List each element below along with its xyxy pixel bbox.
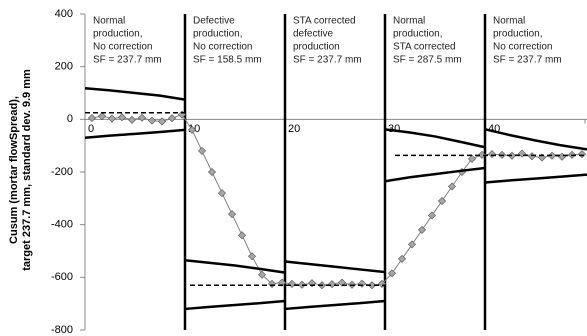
data-point <box>437 196 447 205</box>
y-tick-label: 400 <box>55 8 73 20</box>
section-note: STA corrected <box>393 42 456 53</box>
data-point <box>157 117 167 126</box>
thick-line <box>384 166 486 183</box>
data-point <box>97 112 107 121</box>
thick-line <box>284 299 386 311</box>
data-point <box>407 240 417 249</box>
section-note: SF = 237.7 mm <box>493 55 562 66</box>
thick-line <box>384 128 486 149</box>
section-note: SF = 287.5 mm <box>393 55 462 66</box>
data-point <box>397 254 407 263</box>
data-point <box>487 150 497 159</box>
data-point <box>477 150 487 159</box>
y-tick-label: -200 <box>51 166 73 178</box>
data-point <box>517 149 527 158</box>
thick-line <box>184 299 286 311</box>
thick-line <box>84 87 186 101</box>
data-point <box>337 278 347 287</box>
data-point <box>207 167 217 177</box>
data-point <box>467 154 477 163</box>
thick-line <box>184 258 286 274</box>
section-note: production, <box>493 29 542 40</box>
x-tick-label: 20 <box>288 123 300 135</box>
data-point <box>167 114 177 123</box>
section-note: No correction <box>493 42 552 53</box>
section-note: Defective <box>193 16 235 27</box>
data-point <box>357 279 367 288</box>
section-note: SF = 158.5 mm <box>193 55 262 66</box>
y-tick-label: -600 <box>51 271 73 283</box>
section-note: production <box>293 42 340 53</box>
y-axis-title-line: Cusum (mortar flowSpread), <box>8 96 20 244</box>
thick-line <box>84 128 186 140</box>
section-note: No correction <box>93 42 152 53</box>
data-point <box>247 252 257 261</box>
data-point <box>117 113 127 122</box>
data-point <box>577 150 587 159</box>
data-point <box>197 146 207 155</box>
data-point <box>307 279 317 288</box>
thick-line <box>484 173 587 184</box>
data-point <box>367 281 377 290</box>
data-point <box>147 116 157 125</box>
data-point <box>127 115 137 124</box>
data-point <box>277 278 287 287</box>
section-note: STA corrected <box>293 16 356 27</box>
section-note: production, <box>393 29 442 40</box>
data-point <box>217 189 227 198</box>
data-point <box>107 114 117 123</box>
section-note: Normal <box>393 16 425 27</box>
data-point <box>267 279 277 288</box>
y-tick-label: -400 <box>51 219 73 231</box>
x-tick-label: 0 <box>88 123 94 135</box>
section-note: SF = 237.7 mm <box>293 55 362 66</box>
section-note: production, <box>193 29 242 40</box>
data-point <box>327 280 337 289</box>
data-point <box>187 125 197 134</box>
thick-line <box>484 128 587 151</box>
section-note: production, <box>93 29 142 40</box>
data-point <box>137 113 147 122</box>
section-note: defective <box>293 29 333 40</box>
data-point <box>257 270 267 279</box>
data-point <box>527 152 537 161</box>
section-note: Normal <box>93 16 125 27</box>
data-point <box>87 113 97 123</box>
marker-line <box>91 113 583 286</box>
data-point <box>427 211 437 220</box>
data-point <box>387 269 397 278</box>
data-point <box>377 279 387 288</box>
data-point <box>237 231 247 240</box>
data-point <box>287 279 297 288</box>
y-tick-label: -800 <box>51 324 73 336</box>
y-tick-label: 200 <box>55 61 73 73</box>
data-point <box>227 210 237 219</box>
section-note: Normal <box>493 16 525 27</box>
data-point <box>557 152 567 161</box>
data-point <box>417 225 427 234</box>
thick-line <box>284 260 386 274</box>
section-note: SF = 237.7 mm <box>93 55 162 66</box>
y-tick-label: 0 <box>67 113 73 125</box>
y-axis-title-line: target 237.7 mm, standard dev. 9.9 mm <box>21 69 33 271</box>
data-point <box>447 182 457 191</box>
section-note: No correction <box>193 42 252 53</box>
y-axis-title: Cusum (mortar flowSpread), target 237.7 … <box>8 69 33 271</box>
